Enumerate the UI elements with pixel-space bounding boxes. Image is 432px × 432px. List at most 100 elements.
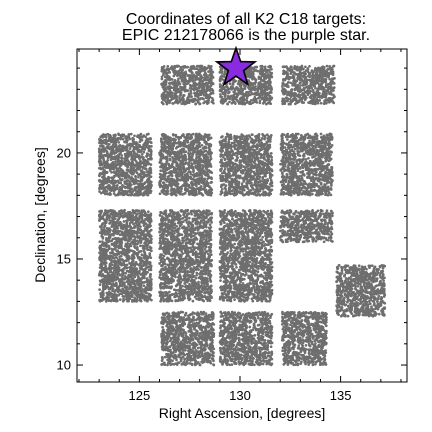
target-point [231,161,235,165]
target-point [182,155,186,158]
target-point [202,90,206,93]
target-point [223,72,227,75]
target-point [248,135,252,139]
target-point [192,170,195,174]
target-point [158,172,162,176]
target-point [220,89,223,93]
target-point [114,144,118,148]
target-point [197,68,200,72]
target-point [209,76,212,80]
target-point [179,173,183,177]
target-point [102,178,105,181]
target-point [207,78,210,82]
target-point [178,156,182,160]
target-point [166,190,170,193]
target-point [139,132,143,136]
chart-title-line-1: Coordinates of all K2 C18 targets: [126,11,366,28]
target-point [99,187,103,190]
target-point [114,171,117,175]
target-point [179,93,183,97]
target-point [240,146,244,149]
target-point [232,141,236,145]
target-point [129,183,132,187]
target-point [177,189,181,192]
target-point [177,173,180,176]
target-point [202,154,205,158]
target-point [171,97,174,101]
target-point [186,96,189,100]
target-point [245,70,249,73]
target-point [261,175,265,179]
target-point [126,186,130,190]
target-point [199,134,203,138]
target-point [185,98,189,102]
target-point [253,86,257,89]
target-point [296,89,300,92]
target-point [173,69,177,73]
target-point [110,170,113,174]
target-point [284,96,288,100]
target-point [264,97,268,101]
target-point [284,90,287,93]
target-point [194,87,198,91]
target-point [112,150,116,154]
target-point [190,157,194,161]
target-point [224,135,228,139]
target-point [243,158,246,162]
target-point [181,73,185,77]
target-point [194,187,198,191]
target-point [317,94,321,98]
target-point [192,84,196,88]
target-point [189,133,193,137]
target-point [263,100,266,104]
target-point [193,98,196,102]
target-point [311,82,314,86]
target-point [311,77,315,80]
target-point [127,193,131,197]
target-point [128,150,132,154]
target-point [200,170,203,174]
target-point [236,174,240,178]
target-point [207,150,210,154]
target-point [199,152,203,156]
target-point [177,138,181,141]
target-point [123,140,126,144]
target-point [254,65,258,69]
target-point [249,154,252,157]
target-point [178,72,181,75]
target-point [270,96,274,100]
target-point [268,64,272,68]
target-point [162,73,165,77]
target-point [246,145,250,149]
target-point [287,90,291,94]
target-point [204,78,208,82]
target-point [281,88,285,92]
target-point [145,173,149,177]
target-point [149,141,153,145]
target-point [221,183,224,187]
target-point [229,169,233,173]
target-point [249,189,253,192]
target-point [112,175,116,179]
target-point [265,147,269,151]
target-point [260,88,263,92]
target-point [199,74,203,77]
target-point [187,148,191,151]
target-point [137,173,140,177]
target-point [115,149,119,153]
target-point [257,177,261,181]
target-point [220,75,224,78]
target-point [329,82,333,86]
target-point [137,185,141,188]
target-point [143,190,147,194]
target-point [194,76,197,80]
target-point [160,190,164,194]
target-point [242,138,246,142]
target-point [188,69,192,73]
target-point [176,166,180,170]
target-point [99,179,103,183]
target-point [237,150,241,154]
target-point [253,150,257,153]
target-point [197,158,201,162]
